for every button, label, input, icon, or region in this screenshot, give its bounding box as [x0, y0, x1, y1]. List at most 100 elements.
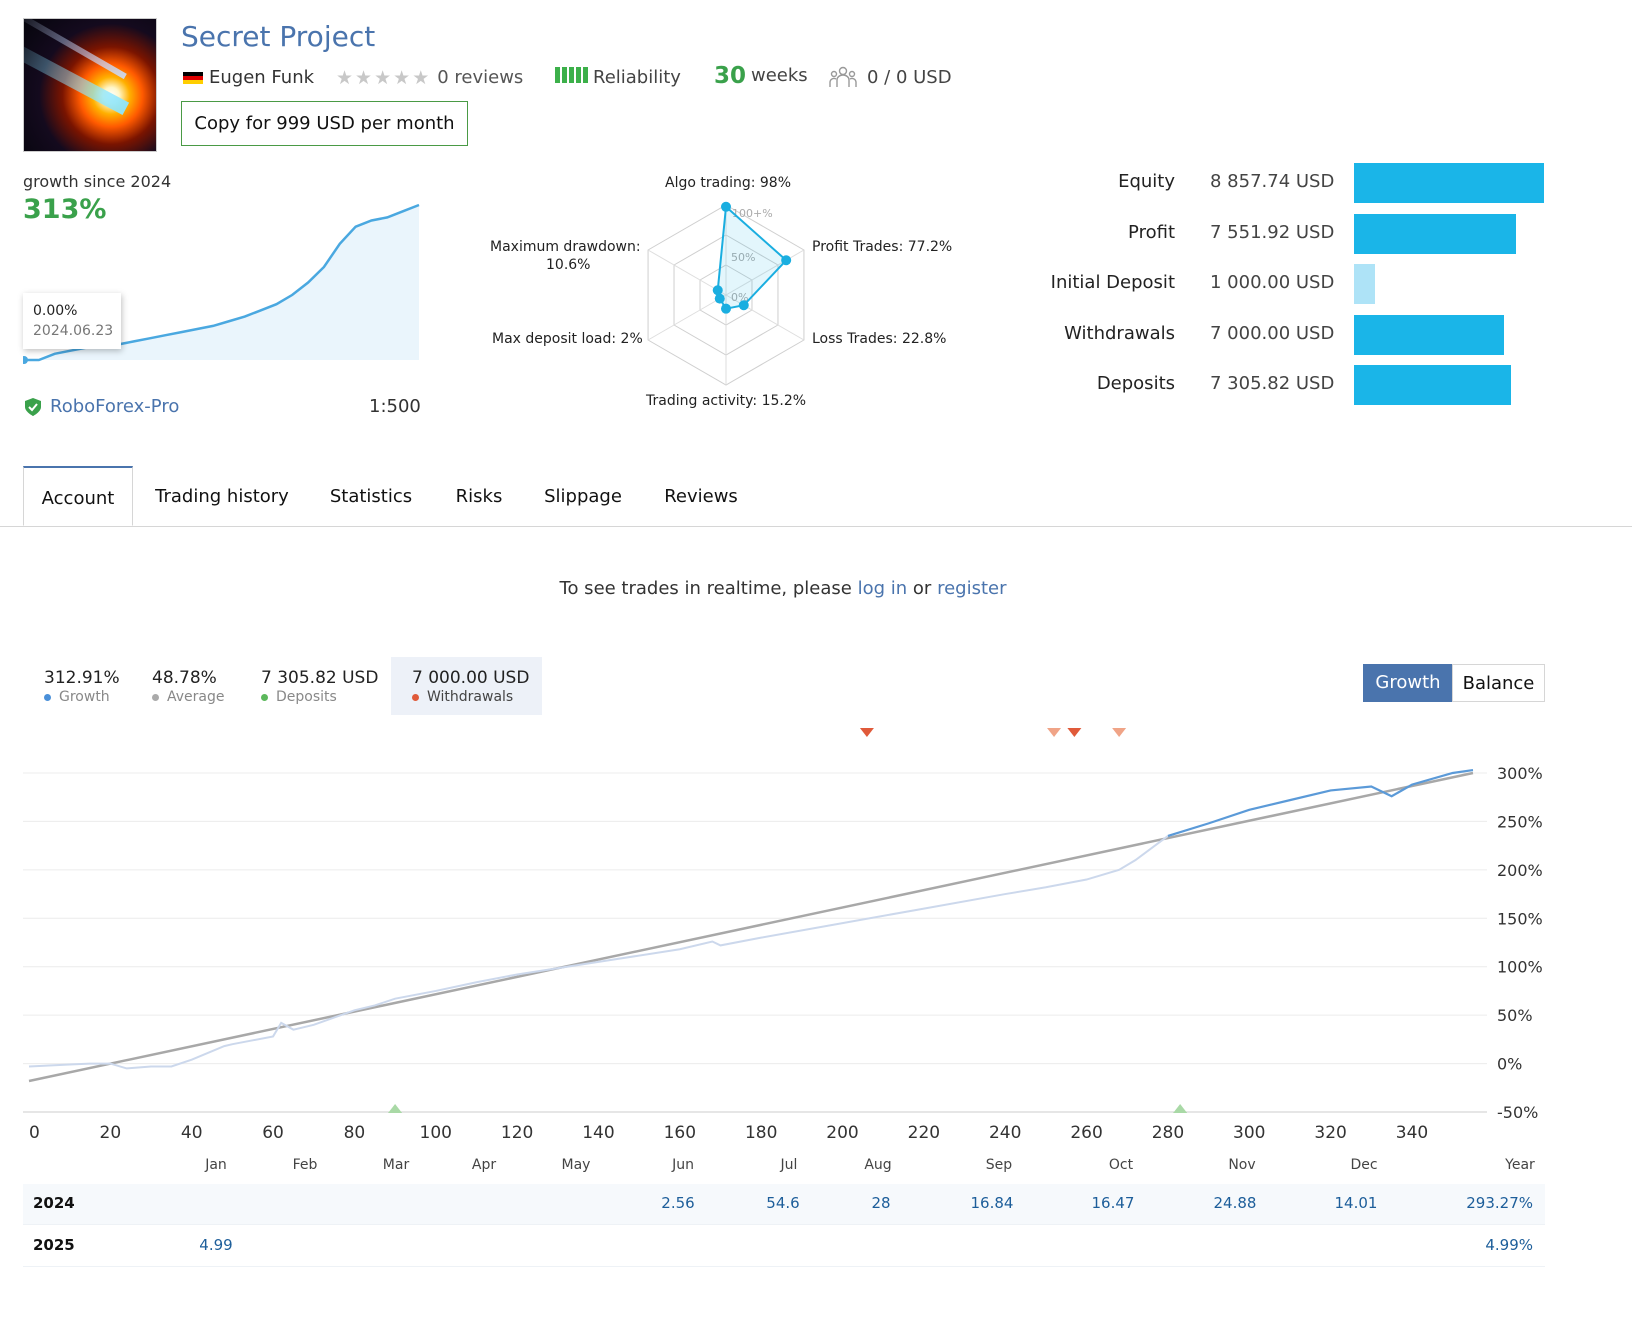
financial-value: 7 000.00 USD	[1210, 322, 1335, 344]
tab-statistics[interactable]: Statistics	[329, 486, 413, 507]
financial-label: Equity	[1118, 171, 1175, 192]
month-return-value[interactable]: 16.84	[970, 1194, 1014, 1212]
month-return-value[interactable]: 2.56	[661, 1194, 695, 1212]
tab-account[interactable]: Account	[23, 466, 133, 526]
stat-growth[interactable]: 312.91% Growth	[44, 668, 120, 705]
month-label: Apr	[472, 1157, 496, 1173]
deposit-marker	[388, 1104, 403, 1113]
growth-series-line	[1167, 769, 1474, 838]
radar-point	[781, 255, 792, 266]
growth-toggle-button[interactable]: Growth	[1363, 664, 1453, 702]
growth-value: 313%	[23, 194, 107, 225]
stat-average[interactable]: 48.78% Average	[152, 668, 225, 705]
broker-link[interactable]: RoboForex-Pro	[23, 396, 179, 417]
weeks: 30 weeks	[714, 64, 808, 88]
star-icon: ★	[393, 67, 411, 89]
stat-withdrawals-label: Withdrawals	[427, 689, 514, 705]
x-axis-tick-label: 100	[420, 1123, 452, 1143]
x-axis-tick-label: 240	[989, 1123, 1021, 1143]
stat-average-label: Average	[167, 689, 225, 705]
radar-axis	[725, 294, 805, 341]
month-label: May	[562, 1157, 591, 1173]
financial-label: Profit	[1128, 221, 1175, 243]
financial-label: Withdrawals	[1064, 322, 1175, 344]
radar-scale-label: 100+%	[732, 207, 773, 220]
x-axis-tick-label: 320	[1314, 1123, 1346, 1143]
germany-flag-icon	[183, 72, 203, 84]
y-axis-tick-label: 50%	[1497, 1006, 1533, 1025]
yearly-row	[23, 1226, 1545, 1267]
tab-trading-history[interactable]: Trading history	[155, 486, 289, 507]
x-axis-tick-label: 220	[908, 1123, 940, 1143]
author[interactable]: Eugen Funk	[183, 66, 314, 90]
star-icon: ★	[374, 67, 392, 89]
financial-value: 7 551.92 USD	[1210, 221, 1335, 243]
tab-bar: Account Trading history Statistics Risks…	[0, 466, 1632, 527]
signal-title[interactable]: Secret Project	[181, 20, 376, 53]
star-icon: ★	[412, 67, 430, 89]
star-icon: ★	[336, 67, 354, 89]
withdrawal-marker	[1047, 728, 1062, 737]
stat-deposits-label: Deposits	[276, 689, 337, 705]
x-axis-tick-label: 260	[1070, 1123, 1102, 1143]
stat-withdrawals-value: 7 000.00 USD	[412, 668, 530, 688]
subscribers-value: 0 / 0 USD	[867, 67, 952, 88]
x-axis-tick-label: 200	[826, 1123, 858, 1143]
tab-reviews[interactable]: Reviews	[664, 486, 738, 507]
financial-value: 1 000.00 USD	[1210, 272, 1335, 293]
financial-bar	[1354, 213, 1516, 254]
copy-button[interactable]: Copy for 999 USD per month	[181, 101, 468, 146]
radar-point	[721, 201, 731, 212]
month-label: Mar	[383, 1157, 410, 1173]
radar-label-loss-trades: Loss Trades: 22.8%	[812, 331, 947, 347]
weeks-value: 30	[714, 63, 747, 89]
notice-text: To see trades in realtime, please	[559, 578, 852, 599]
reliability-bars-icon	[555, 66, 590, 90]
month-return-value[interactable]: 4.99%	[1485, 1236, 1533, 1254]
month-return-value[interactable]: 54.6	[766, 1194, 800, 1212]
month-label: Jul	[780, 1157, 798, 1173]
radar-point	[721, 303, 731, 314]
login-link[interactable]: log in	[857, 578, 908, 599]
radar-point	[738, 300, 749, 311]
month-return-value[interactable]: 4.99	[199, 1236, 233, 1254]
year-label: 2025	[33, 1236, 75, 1254]
rating[interactable]: ★ ★ ★ ★ ★ 0 reviews	[336, 66, 523, 90]
tooltip-value: 0.00%	[33, 303, 78, 319]
y-axis-tick-label: -50%	[1497, 1103, 1538, 1122]
month-return-value[interactable]: 16.47	[1091, 1194, 1135, 1212]
month-return-value[interactable]: 293.27%	[1466, 1194, 1533, 1212]
tab-risks[interactable]: Risks	[455, 486, 503, 507]
register-link[interactable]: register	[937, 578, 1007, 599]
growth-chart: 300% 250% 200% 150% 100% 50% 0% -50% 0 20 40 60 80 10…	[23, 728, 1543, 1173]
tab-slippage[interactable]: Slippage	[544, 486, 622, 507]
month-label: Dec	[1350, 1157, 1377, 1173]
radar-chart: 100+%50%0%	[647, 201, 805, 386]
withdrawal-marker	[859, 728, 874, 737]
balance-toggle-button[interactable]: Balance	[1452, 664, 1545, 702]
x-axis-tick-label: 280	[1152, 1123, 1184, 1143]
stat-deposits[interactable]: 7 305.82 USD Deposits	[261, 668, 378, 705]
stat-deposits-value: 7 305.82 USD	[261, 668, 379, 688]
subscribers: 0 / 0 USD	[829, 66, 952, 90]
financial-value: 8 857.74 USD	[1210, 171, 1335, 192]
x-axis-tick-label: 300	[1233, 1123, 1265, 1143]
x-axis-tick-label: 160	[664, 1123, 696, 1143]
stat-withdrawals[interactable]: 7 000.00 USD Withdrawals	[412, 668, 529, 705]
month-return-value[interactable]: 14.01	[1334, 1194, 1378, 1212]
radar-axis	[647, 249, 727, 296]
financial-bar	[1354, 264, 1375, 304]
stat-average-value: 48.78%	[152, 668, 217, 688]
radar-label-drawdown-value: 10.6%	[546, 257, 591, 273]
radar-axis	[725, 249, 805, 296]
signal-avatar	[23, 18, 157, 152]
x-axis-tick-label: 0	[29, 1123, 40, 1143]
month-label: Sep	[986, 1157, 1013, 1173]
growth-series-line-past	[28, 835, 1169, 1070]
x-axis-tick-label: 140	[582, 1123, 614, 1143]
month-return-value[interactable]: 28	[871, 1194, 891, 1212]
reliability-label: Reliability	[593, 67, 681, 88]
month-return-value[interactable]: 24.88	[1213, 1194, 1257, 1212]
withdrawals-dot-icon	[412, 693, 419, 701]
financial-bar	[1354, 163, 1544, 203]
